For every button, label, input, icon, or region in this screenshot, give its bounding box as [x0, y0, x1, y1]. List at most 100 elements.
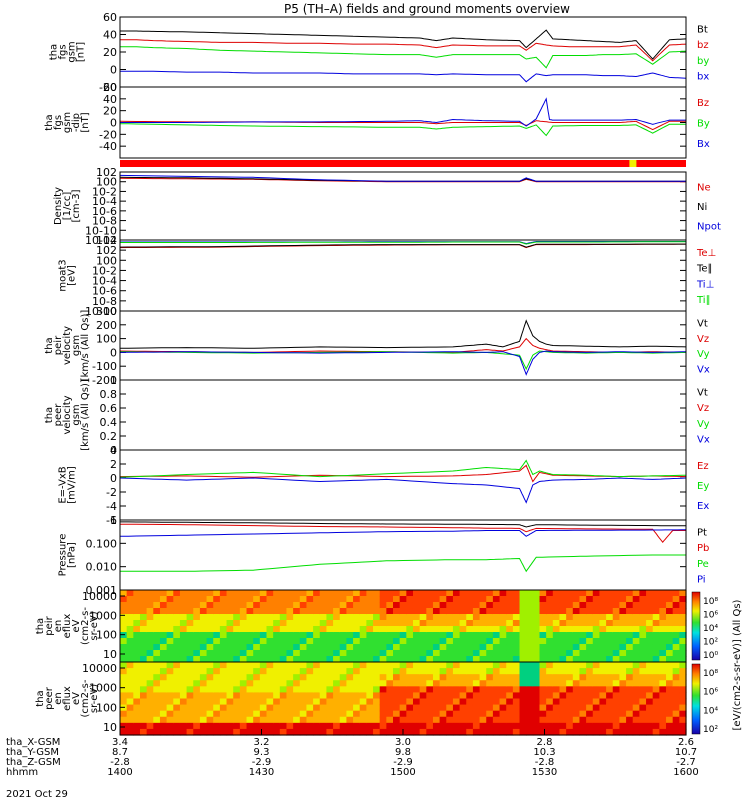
spectrogram-cell [159, 728, 168, 736]
spectrogram-cell [346, 626, 354, 633]
spectrogram-cell [253, 590, 261, 597]
spectrogram-cell [393, 590, 401, 597]
spectrogram-cell [559, 662, 567, 669]
spectrogram-cell [439, 656, 447, 663]
spectrogram-cell [539, 632, 547, 639]
spectrogram-cell [672, 728, 680, 736]
spectrogram-cell [459, 728, 467, 736]
y-tick-label: 10-4 [92, 275, 117, 288]
spectrogram-cell [626, 710, 634, 718]
spectrogram-cell [439, 686, 447, 694]
spectrogram-cell [313, 710, 321, 718]
spectrogram-cell [293, 620, 301, 627]
spectrogram-cell [346, 728, 354, 736]
spectrogram-cell [452, 662, 461, 669]
spectrogram-cell [286, 608, 294, 615]
spectrogram-cell [319, 692, 328, 700]
spectrogram-cell [206, 650, 214, 657]
spectrogram-cell [253, 632, 261, 639]
spectrogram-cell [466, 728, 474, 736]
legend-Npot: Npot [697, 221, 721, 232]
y-tick-label: 20 [103, 46, 117, 59]
spectrogram-cell [546, 692, 554, 700]
spectrogram-cell [646, 692, 654, 700]
spectrogram-cell [559, 668, 567, 675]
spectrogram-cell [539, 644, 547, 651]
spectrogram-cell [166, 674, 174, 681]
spectrogram-cell [266, 692, 274, 700]
spectrogram-cell [546, 656, 554, 663]
spectrogram-cell [139, 704, 148, 712]
spectrogram-cell [353, 614, 361, 621]
spectrogram-cell [219, 668, 228, 675]
spectrogram-cell [432, 728, 441, 736]
spectrogram-cell [126, 608, 134, 615]
spectrogram-cell [219, 656, 228, 663]
spectrogram-cell [652, 632, 660, 639]
spectrogram-cell [512, 680, 521, 687]
spectrogram-cell [259, 620, 268, 627]
spectrogram-cell [552, 650, 561, 657]
spectrogram-cell [319, 716, 328, 724]
spectrogram-cell [186, 644, 194, 651]
spectrogram-cell [472, 638, 481, 645]
spectrogram-cell [346, 680, 354, 687]
spectrogram-cell [479, 638, 487, 645]
spectrogram-cell [466, 668, 474, 675]
spectrogram-cell [579, 728, 587, 736]
spectrogram-cell [286, 674, 294, 681]
spectrogram-cell [120, 722, 128, 730]
spectrogram-cell [499, 644, 507, 651]
spectrogram-cell [506, 590, 514, 597]
spectrogram-cell [432, 716, 441, 724]
spectrogram-cell [612, 698, 621, 706]
spectrogram-cell [179, 614, 188, 621]
spectrogram-cell [366, 656, 374, 663]
spectrogram-cell [672, 668, 680, 675]
spectrogram-cell [659, 620, 667, 627]
spectrogram-cell [412, 596, 421, 603]
spectrogram-cell [199, 614, 208, 621]
spectrogram-cell [639, 722, 647, 730]
spectrogram-cell [246, 638, 254, 645]
spectrogram-cell [559, 590, 567, 597]
spectrogram-cell [512, 710, 521, 718]
spectrogram-cell [353, 626, 361, 633]
spectrogram-cell [239, 620, 248, 627]
spectrogram-cell [373, 686, 381, 694]
spectrogram-cell [273, 626, 281, 633]
spectrogram-cell [446, 668, 454, 675]
spectrogram-cell [552, 590, 561, 597]
spectrogram-cell [193, 656, 201, 663]
legend-Vz: Vz [697, 334, 709, 345]
y-tick-label: 0.4 [100, 416, 118, 429]
spectrogram-cell [592, 674, 601, 681]
y-axis-label: [nT] [80, 112, 91, 132]
spectrogram-cell [572, 686, 581, 694]
spectrogram-cell [606, 656, 614, 663]
spectrogram-cell [186, 692, 194, 700]
spectrogram-cell [126, 614, 134, 621]
spectrogram-cell [313, 728, 321, 736]
spectrogram-cell [666, 674, 674, 681]
y-tick-label: -20 [99, 81, 117, 94]
spectrogram-cell [552, 692, 561, 700]
spectrogram-cell [159, 650, 168, 657]
spectrogram-cell [632, 698, 640, 706]
spectrogram-cell [366, 710, 374, 718]
spectrogram-cell [126, 692, 134, 700]
spectrogram-cell [466, 650, 474, 657]
spectrogram-cell [579, 674, 587, 681]
x-tick-label-x: 3.0 [395, 737, 411, 748]
spectrogram-cell [326, 668, 334, 675]
spectrogram-cell [173, 620, 181, 627]
spectrogram-cell [446, 608, 454, 615]
spectrogram-cell [266, 626, 274, 633]
spectrogram-cell [452, 620, 461, 627]
legend-Ti⊥: Ti⊥ [696, 279, 714, 290]
spectrogram-cell [306, 698, 314, 706]
spectrogram-cell [432, 626, 441, 633]
spectrogram-cell [306, 596, 314, 603]
panel-frame [119, 310, 687, 381]
spectrogram-cell [126, 680, 134, 687]
